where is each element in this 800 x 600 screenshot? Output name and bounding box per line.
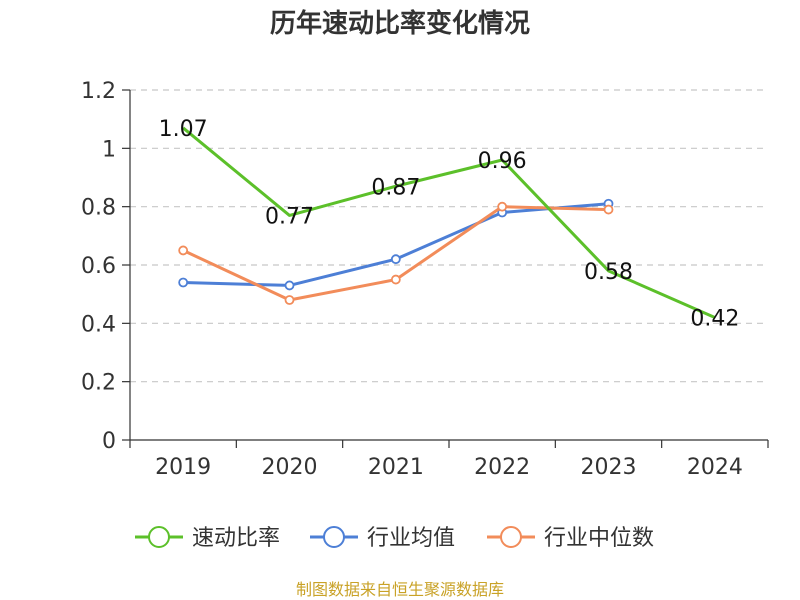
series-line-0 bbox=[182, 126, 716, 319]
series-lines bbox=[178, 126, 716, 319]
data-labels: 1.07 0.77 0.87 0.96 0.58 0.42 bbox=[159, 117, 740, 332]
data-label: 0.77 bbox=[265, 204, 314, 229]
y-tick-label: 1.2 bbox=[81, 79, 116, 104]
legend-item-1[interactable]: 行业均值 bbox=[310, 526, 455, 551]
series-point-2[interactable] bbox=[178, 245, 189, 256]
y-tick-label: 0.6 bbox=[81, 254, 116, 279]
chart-title: 历年速动比率变化情况 bbox=[270, 8, 530, 39]
legend-label: 速动比率 bbox=[192, 526, 280, 551]
series-point-1[interactable] bbox=[390, 254, 401, 265]
series-point-2[interactable] bbox=[497, 201, 508, 212]
series-point-2[interactable] bbox=[603, 204, 614, 215]
x-tick-label: 2019 bbox=[155, 455, 211, 480]
x-tick-label: 2022 bbox=[474, 455, 530, 480]
series-point-1[interactable] bbox=[178, 277, 189, 288]
legend-marker bbox=[148, 526, 170, 548]
source-note: 制图数据来自恒生聚源数据库 bbox=[296, 580, 504, 599]
legend-marker bbox=[323, 526, 345, 548]
legend-label: 行业均值 bbox=[367, 526, 455, 551]
legend-item-2[interactable]: 行业中位数 bbox=[487, 526, 654, 551]
legend-marker bbox=[500, 526, 522, 548]
y-tick-label: 1 bbox=[102, 137, 116, 162]
x-tick-label: 2024 bbox=[687, 455, 743, 480]
x-tick-label: 2023 bbox=[581, 455, 637, 480]
legend-label: 行业中位数 bbox=[544, 526, 654, 551]
grid-lines bbox=[130, 89, 768, 383]
series-line-2 bbox=[182, 205, 609, 302]
x-tick-label: 2020 bbox=[262, 455, 318, 480]
y-tick-label: 0.4 bbox=[81, 312, 116, 337]
series-point-2[interactable] bbox=[284, 295, 295, 305]
data-label: 0.42 bbox=[690, 307, 739, 332]
data-label: 0.96 bbox=[478, 149, 527, 174]
y-tick-label: 0.2 bbox=[81, 371, 116, 396]
data-label: 0.58 bbox=[584, 260, 633, 285]
series-line-1 bbox=[183, 202, 609, 287]
data-label: 0.87 bbox=[371, 175, 420, 200]
x-tick-label: 2021 bbox=[368, 455, 424, 480]
axes: 0 0.2 0.4 0.6 0.8 1 1.2 2019 2020 2021 2022 2023 202… bbox=[81, 79, 769, 480]
y-tick-label: 0 bbox=[102, 429, 116, 454]
legend-item-0[interactable]: 速动比率 bbox=[135, 526, 280, 551]
series-point-2[interactable] bbox=[390, 274, 401, 285]
series-point-1[interactable] bbox=[284, 280, 295, 291]
data-label: 1.07 bbox=[159, 117, 208, 142]
y-tick-label: 0.8 bbox=[81, 196, 116, 221]
legend[interactable]: 速动比率 行业均值 行业中位数 bbox=[135, 526, 654, 551]
